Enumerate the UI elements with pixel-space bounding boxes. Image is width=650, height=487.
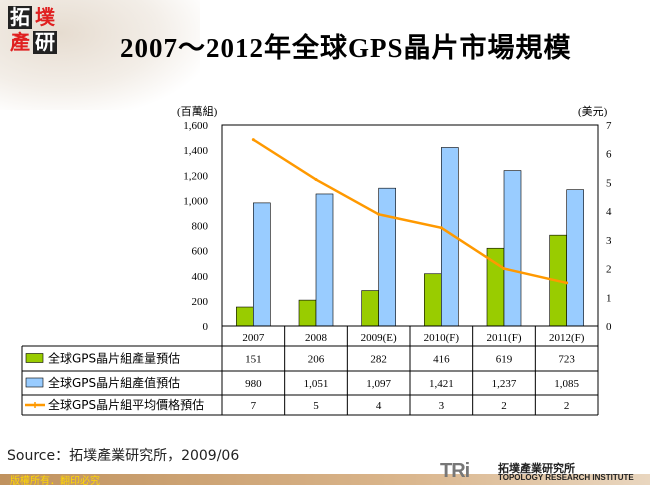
bar-volume: [424, 273, 442, 327]
table-cell: 206: [308, 354, 325, 366]
brand-cn: 拓墣產業研究所: [498, 463, 575, 475]
table-cell: 4: [376, 400, 382, 412]
source-note: Source：拓墣產業研究所，2009/06: [7, 448, 240, 464]
table-cell: 282: [370, 354, 387, 366]
page-title: 2007～2012年全球GPS晶片市場規模: [120, 33, 572, 63]
price-point: [314, 178, 318, 182]
y-right-label: (美元): [578, 105, 608, 118]
x-tick-label: 2007: [242, 332, 265, 344]
y-right-tick: 0: [606, 321, 612, 333]
y-right-tick: 5: [606, 177, 612, 189]
y-left-label: (百萬組): [177, 105, 218, 118]
bar-value: [566, 189, 584, 327]
price-point: [251, 138, 255, 142]
x-tick-label: 2011(F): [486, 332, 521, 344]
y-right-tick: 6: [606, 149, 612, 161]
copyright: 版權所有．翻印必究: [10, 476, 100, 487]
table-cell: 1,097: [366, 378, 391, 390]
bar-volume: [361, 290, 379, 327]
y-left-tick: 0: [203, 321, 209, 333]
y-left-tick: 1,200: [183, 170, 208, 182]
legend-label: 全球GPS晶片組平均價格預估: [48, 397, 204, 412]
y-left-tick: 600: [192, 246, 209, 258]
bar-value: [315, 193, 334, 327]
table-cell: 2: [564, 400, 570, 412]
y-left-tick: 1,600: [183, 120, 208, 132]
table-cell: 7: [251, 400, 257, 412]
legend-swatch: [25, 377, 44, 388]
y-left-tick: 1,000: [183, 195, 208, 207]
bar-value: [503, 170, 522, 327]
table-cell: 723: [558, 354, 575, 366]
brand-logo: TRi 拓墣產業研究所 TOPOLOGY RESEARCH INSTITUTE: [440, 460, 634, 483]
bar-value: [378, 187, 396, 327]
table-cell: 1,237: [492, 378, 517, 390]
table-cell: 2: [501, 400, 507, 412]
y-left-tick: 800: [192, 221, 209, 233]
legend-label: 全球GPS晶片組產量預估: [48, 351, 180, 366]
table-cell: 416: [433, 354, 450, 366]
price-point: [439, 226, 443, 230]
table-cell: 1,085: [554, 378, 579, 390]
price-line: [252, 138, 567, 285]
legend-swatch: [25, 353, 44, 363]
table-cell: 5: [313, 400, 319, 412]
y-right-tick: 3: [606, 235, 612, 247]
price-point: [377, 212, 381, 216]
table-cell: 151: [245, 354, 262, 366]
bar-volume: [236, 306, 254, 327]
y-right-tick: 2: [606, 264, 612, 276]
brand-en: TOPOLOGY RESEARCH INSTITUTE: [498, 473, 634, 482]
footer-bar: 版權所有．翻印必究: [0, 474, 650, 487]
x-tick-label: 2012(F): [549, 332, 585, 344]
y-left-tick: 400: [192, 271, 209, 283]
y-right-tick: 1: [606, 292, 612, 304]
logo: 拓 墣 產 研: [8, 5, 57, 54]
y-left-tick: 200: [192, 296, 209, 308]
table-cell: 3: [439, 400, 445, 412]
legend-label: 全球GPS晶片組產值預估: [48, 375, 180, 390]
table-cell: 1,051: [304, 378, 329, 390]
x-tick-label: 2010(F): [424, 332, 460, 344]
table-cell: 619: [496, 354, 513, 366]
y-right-tick: 4: [606, 206, 612, 218]
price-point: [502, 267, 506, 271]
y-left-tick: 1,400: [183, 145, 208, 157]
x-tick-label: 2008: [305, 332, 328, 344]
price-point: [565, 281, 569, 285]
x-tick-label: 2009(E): [361, 332, 397, 344]
y-right-tick: 7: [606, 120, 612, 132]
background-wash: [0, 0, 200, 110]
table-cell: 1,421: [429, 378, 454, 390]
bar-value: [253, 202, 271, 327]
table-cell: 980: [245, 378, 262, 390]
bar-volume: [298, 299, 317, 327]
brand-mark: TRi: [440, 460, 470, 482]
